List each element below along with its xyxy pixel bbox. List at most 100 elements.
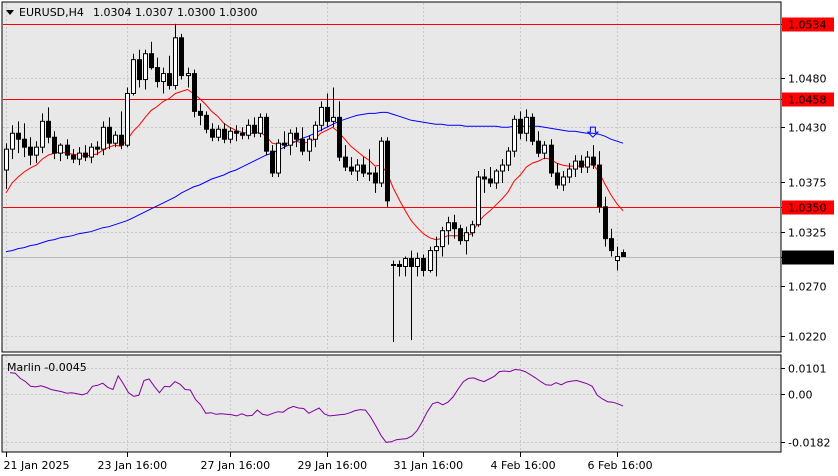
candlestick (597, 151, 602, 213)
candlestick (440, 226, 445, 257)
bullish-candle-body (58, 144, 63, 154)
candlestick (567, 163, 572, 183)
bullish-candle-body (4, 148, 9, 171)
candlestick (22, 123, 27, 158)
candlestick (464, 226, 469, 255)
bearish-candle-body (270, 150, 275, 174)
candlestick (512, 115, 517, 158)
bearish-candle-body (71, 154, 76, 160)
candlestick (555, 163, 560, 189)
candlestick (179, 33, 184, 80)
candlestick (579, 155, 584, 174)
chart-menu-triangle-icon[interactable] (6, 10, 14, 15)
bearish-candle-body (409, 258, 414, 267)
bearish-candle-body (549, 144, 554, 174)
candlestick (113, 131, 118, 148)
bullish-candle-body (403, 258, 408, 267)
candlesticks (4, 23, 626, 343)
candlestick (561, 171, 566, 191)
candlestick (107, 117, 112, 150)
bearish-candle-body (518, 118, 523, 134)
candlestick (476, 171, 481, 227)
bearish-candle-body (421, 258, 426, 271)
bearish-candle-body (294, 132, 299, 140)
candlestick (452, 214, 457, 239)
bearish-candle-body (155, 67, 160, 83)
candlestick (77, 147, 82, 166)
candlestick (506, 147, 511, 172)
oscillator-tick-label: -0.0182 (788, 437, 830, 450)
bullish-candle-body (573, 160, 578, 170)
candlestick (367, 149, 372, 181)
candlestick (530, 113, 535, 146)
y-tick-label: 1.0375 (788, 177, 827, 190)
oscillator-panel[interactable] (1, 354, 782, 453)
bearish-candle-body (252, 124, 257, 134)
y-tick-label: 1.0480 (788, 73, 827, 86)
bearish-candle-body (264, 116, 269, 152)
candlestick (167, 55, 172, 90)
candlestick (385, 137, 390, 207)
candlestick (488, 167, 493, 187)
bullish-candle-body (494, 170, 499, 184)
candlestick (307, 135, 312, 162)
candlestick (549, 139, 554, 177)
candlestick (288, 129, 293, 156)
candlestick (458, 224, 463, 245)
oscillator-tick-label: 0.0101 (788, 363, 827, 376)
bearish-candle-body (52, 136, 57, 154)
candlestick (149, 41, 154, 70)
bullish-candle-body (615, 256, 620, 262)
current-price-tag (782, 250, 834, 265)
bearish-candle-body (325, 106, 330, 122)
bullish-candle-body (415, 258, 420, 267)
candlestick (258, 113, 263, 138)
ohlc-label: 1.0304 1.0307 1.0300 1.0300 (93, 6, 257, 19)
bearish-candle-body (458, 228, 463, 242)
candlestick (319, 101, 324, 132)
oscillator-line (9, 368, 624, 443)
bearish-candle-body (22, 138, 27, 148)
price-panel[interactable] (1, 1, 782, 353)
bearish-candle-body (621, 252, 626, 258)
candlestick (355, 159, 360, 181)
candlestick (494, 169, 499, 189)
bearish-candle-body (204, 114, 209, 130)
bearish-candle-body (137, 59, 142, 81)
bullish-candle-body (446, 222, 451, 232)
candlestick (373, 167, 378, 193)
candlestick (222, 123, 227, 144)
candlestick (252, 117, 257, 138)
candlestick (4, 143, 9, 189)
bullish-candle-body (216, 128, 221, 138)
candlestick (143, 49, 148, 90)
candlestick (131, 53, 136, 96)
oscillator-tick-label: 0.00 (788, 389, 813, 402)
candlestick (403, 256, 408, 277)
x-tick-label: 27 Jan 16:00 (201, 459, 271, 472)
x-tick-label: 23 Jan 16:00 (98, 459, 168, 472)
bullish-candle-body (434, 246, 439, 252)
bearish-candle-body (579, 160, 584, 168)
bullish-candle-body (101, 126, 106, 150)
bullish-candle-body (113, 134, 118, 144)
candlestick (585, 151, 590, 174)
candlestick (264, 113, 269, 156)
bullish-candle-body (10, 132, 15, 150)
candlestick (294, 127, 299, 148)
level-price-label: 1.0458 (788, 94, 827, 107)
level-price-tag (782, 17, 834, 32)
down-arrow-signal-icon (586, 126, 600, 138)
price-axis: 1.0220 1.0270 1.0325 1.0375 1.0430 1.0480 1.05… (781, 17, 834, 344)
candlestick (470, 220, 475, 237)
candlestick (119, 111, 124, 150)
candlestick (361, 157, 366, 177)
bullish-candle-body (125, 92, 130, 146)
bullish-candle-body (161, 73, 166, 83)
symbol-label: EURUSD,H4 (19, 6, 84, 19)
bullish-candle-body (89, 146, 94, 158)
bullish-candle-body (512, 118, 517, 152)
bearish-candle-body (95, 146, 100, 150)
x-tick-label: 31 Jan 16:00 (394, 459, 464, 472)
bearish-candle-body (210, 128, 215, 138)
